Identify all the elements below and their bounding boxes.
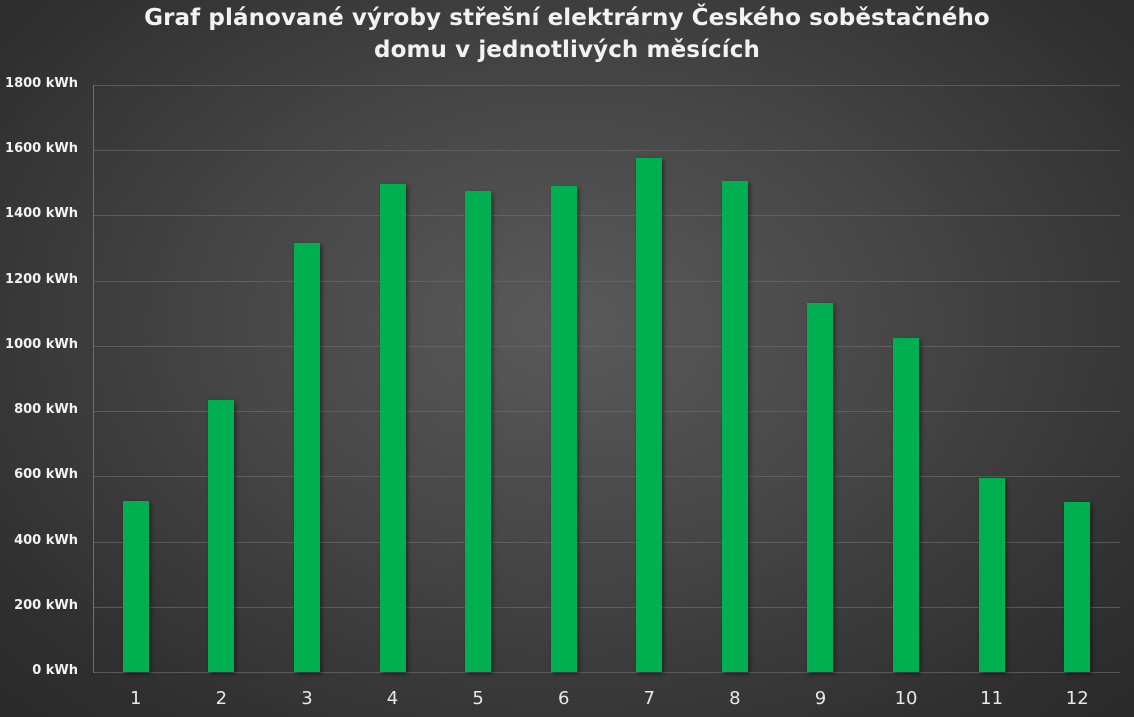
x-tick-label: 8	[729, 688, 741, 709]
y-tick-label: 0 kWh	[32, 663, 78, 678]
plot-area	[93, 85, 1120, 673]
y-axis-line	[93, 85, 94, 673]
y-tick-label: 400 kWh	[14, 532, 78, 548]
bar-month-10	[893, 337, 920, 672]
y-tick-label: 1000 kWh	[5, 336, 78, 352]
bar-month-9	[807, 303, 834, 672]
x-tick-label: 6	[557, 688, 570, 709]
gridline	[93, 476, 1120, 478]
x-tick-label: 2	[215, 688, 228, 709]
x-tick-label: 10	[894, 688, 918, 709]
y-tick-label: 1600 kWh	[5, 141, 78, 157]
gridline	[93, 345, 1120, 347]
gridline	[93, 215, 1120, 217]
gridline	[93, 606, 1120, 608]
gridline	[93, 85, 1120, 86]
gridline	[93, 541, 1120, 543]
y-tick-label: 200 kWh	[14, 597, 78, 613]
chart-title: Graf plánované výroby střešní elektrárny…	[0, 2, 1134, 66]
bar-month-8	[721, 181, 748, 672]
y-tick-label: 800 kWh	[14, 402, 78, 418]
y-tick-label: 1200 kWh	[5, 271, 78, 287]
bar-month-4	[379, 184, 406, 672]
gridline	[93, 280, 1120, 282]
bar-month-11	[978, 477, 1005, 672]
bar-month-12	[1064, 502, 1091, 672]
bar-month-2	[208, 399, 235, 672]
bar-month-3	[293, 243, 320, 672]
bar-month-7	[636, 158, 663, 672]
bar-month-5	[465, 190, 492, 672]
bar-month-1	[122, 500, 149, 672]
x-tick-label: 3	[301, 688, 313, 709]
x-tick-label: 12	[1065, 688, 1089, 709]
x-tick-label: 5	[472, 688, 484, 709]
bar-month-6	[550, 186, 577, 672]
y-tick-label: 1400 kWh	[5, 206, 78, 222]
x-tick-label: 9	[814, 688, 827, 709]
gridline	[93, 150, 1120, 152]
x-tick-label: 11	[980, 688, 1004, 709]
gridline	[93, 672, 1120, 673]
y-tick-label: 1800 kWh	[5, 76, 78, 91]
x-tick-label: 7	[643, 688, 655, 709]
x-tick-label: 4	[386, 688, 399, 709]
y-tick-label: 600 kWh	[14, 467, 78, 483]
chart-title-line-2: domu v jednotlivých měsících	[374, 37, 760, 63]
gridline	[93, 411, 1120, 413]
x-tick-label: 1	[130, 688, 142, 709]
chart-title-line-1: Graf plánované výroby střešní elektrárny…	[144, 5, 990, 31]
